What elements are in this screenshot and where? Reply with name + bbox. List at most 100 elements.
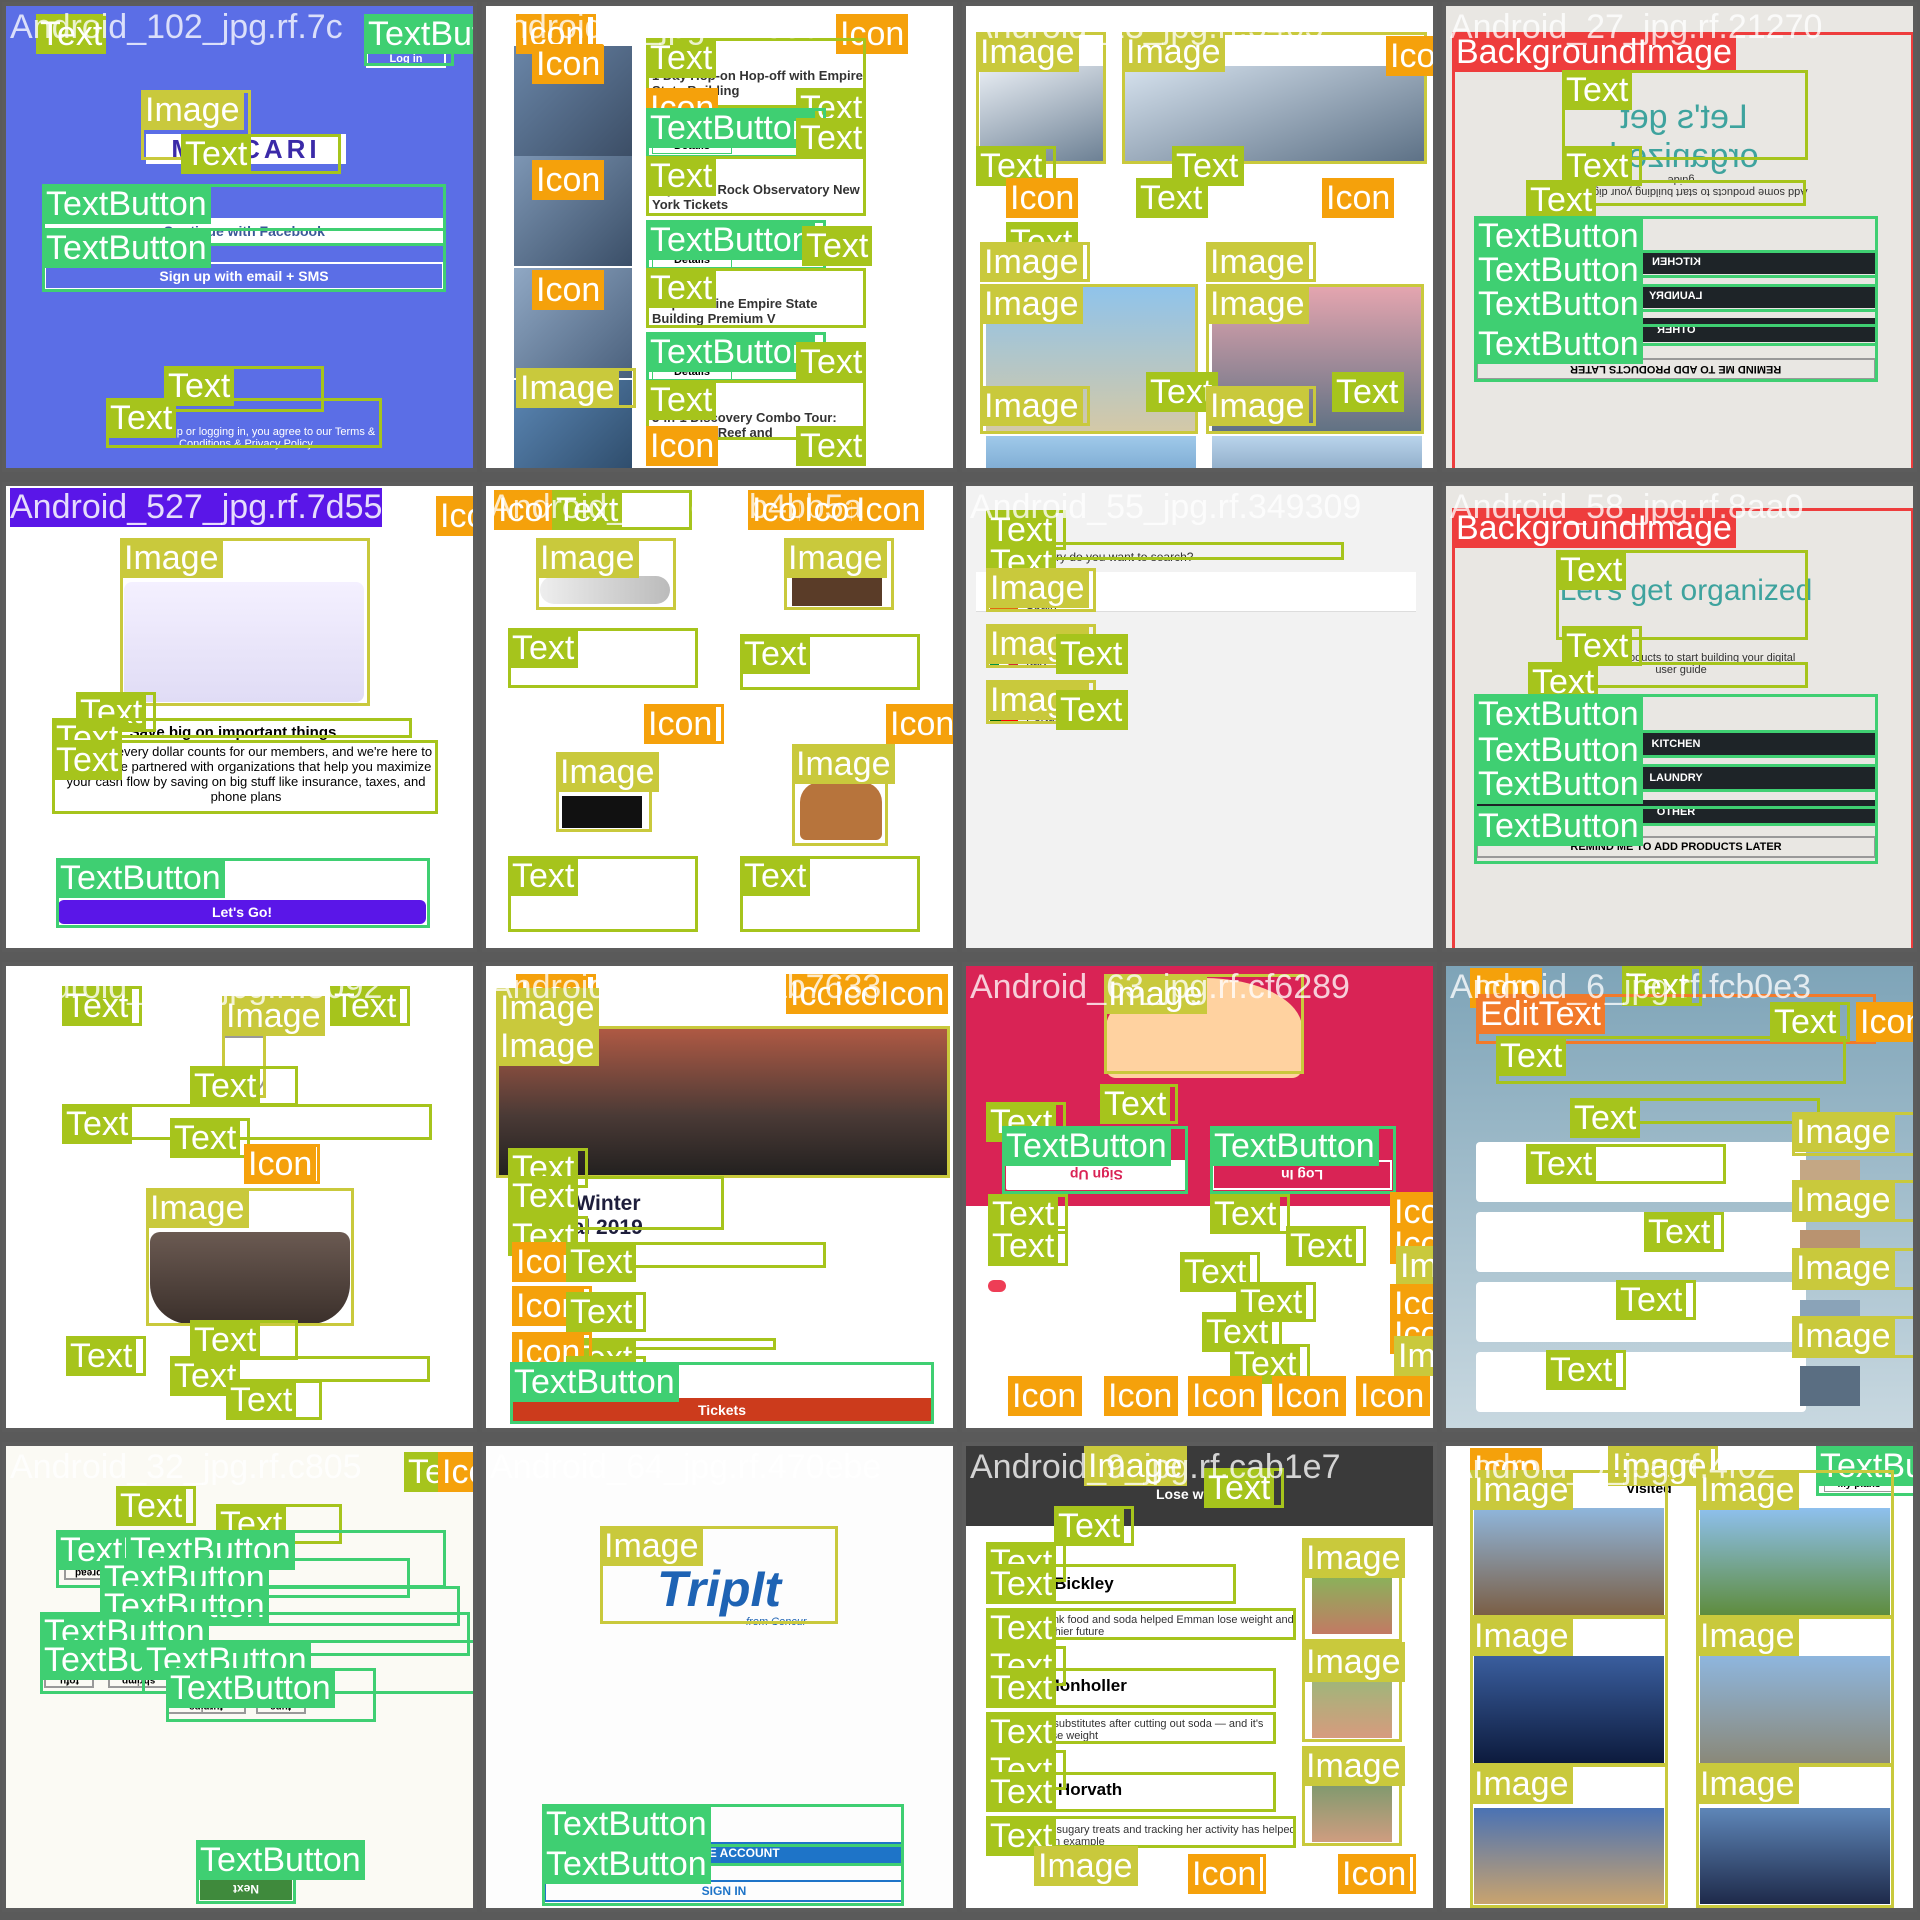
ann-text: Text [566,1242,826,1282]
ann-textbutton: TextButton [196,1840,365,1904]
ann-tag: Text [1496,1036,1567,1076]
ann-tag: TextButton [646,108,815,148]
ann-tag: Icon [886,704,953,744]
body-text: We know every dollar counts for our memb… [59,744,433,804]
tickets-button[interactable]: Tickets [512,1398,932,1422]
ann-tag: BackgroundImage [1452,32,1736,72]
ann-tag: Text [508,1176,579,1216]
tile-country-search: Android_55_jpg.rf.349309 Which country d… [962,482,1437,952]
ann-tag: Image [1104,974,1207,1014]
file-label: Android_5_jpg.rf.b4bb5a [490,488,863,526]
file-label: Android_55_jpg.rf.ab7633 [490,968,882,1006]
ann-image: Image [1206,386,1316,426]
city-photo [1212,436,1422,468]
ann-tag: Text [330,986,401,1026]
tile-tours-list: android_1_jpg.rf.4380 1 Day Hop-on Hop-o… [482,2,957,472]
ann-text: Text [508,628,698,688]
ann-tag: TextButton [196,1840,365,1880]
ann-icon: Icon [1008,1376,1082,1416]
ann-text: Text [190,1066,298,1106]
ann-tag: TextButton [1002,1126,1171,1166]
story-photo [1312,1784,1392,1842]
ann-tag: Text [52,740,123,780]
ann-text: Text [1210,1194,1290,1234]
ann-tag: Text [1570,1098,1641,1138]
ann-tag: TextButton [1474,250,1643,290]
ann-tag: Image [496,988,599,1028]
file-label: Android_9_jpg.rf.cab1e7 [970,1448,1341,1486]
ann-tag: Text [646,38,717,78]
tile-just-for-you: Android_5_jpg.rf.b4bb5a Just For You! Ic… [482,482,957,952]
ann-text: Text [986,1772,1276,1812]
ann-tag: Text [1562,70,1633,110]
tile-visited-places: Android_9_jpg.rf.4f62 Visited My plans I… [1442,1442,1917,1912]
file-label: Android_32_jpg.rf.c805 [10,1448,362,1486]
ann-tag: Image [141,90,244,130]
ann-background: BackgroundImage [1452,32,1913,468]
ann-textbutton: TextButton [1474,694,1878,758]
story-photo [1312,1576,1392,1634]
ann-tag: Image [980,242,1083,282]
ann-tag: Text [986,1608,1057,1648]
ann-tag: Text [66,1336,137,1376]
indicator-dot [988,1280,1006,1292]
ann-textbutton: TextButton [1474,730,1878,792]
ann-tag: Text [508,856,579,896]
ann-tag: TextButton [1210,1126,1379,1166]
ann-text: Text [1770,1002,1850,1042]
file-label: Android_55_jpg.rf.349309 [970,488,1362,526]
ann-textbutton: TextButton [42,228,446,292]
ann-text: Text [1496,1036,1846,1084]
ann-tag: Text [1056,634,1127,674]
ann-tag: Image [1302,1538,1405,1578]
next-button[interactable]: Next [200,1878,292,1900]
ann-tag: Text [986,1712,1057,1752]
ann-icon: Icon [438,1452,473,1492]
ann-tag: Text [1562,626,1633,666]
file-label: Android_6_jpg.rf.fcb0e3 [1450,968,1812,1006]
ann-icon: Icon [436,496,473,536]
ann-image: Image [120,538,370,706]
file-label: Android_64_jpg.rf.470ebe [490,1448,882,1486]
file-label: Android_58_jpg.rf.8aa0 [1450,488,1804,526]
story-photo [1312,1680,1392,1738]
ann-tag: Text [181,134,252,174]
ann-image: Image [792,744,895,846]
ann-textbutton: TextButton [1474,324,1878,382]
ann-icon: Icon [1188,1854,1266,1894]
ann-tag: Icon [836,14,909,54]
ann-text: Text [106,398,382,448]
ann-tag: Text [1136,178,1207,218]
ann-tag: TextButton [1474,694,1643,734]
ann-tag: Icon [1356,1376,1429,1416]
ann-image: Image [1792,1180,1913,1222]
ann-text: Text [986,1608,1296,1648]
ann-text: Text [1180,1252,1260,1292]
ann-text: Text [226,1380,322,1420]
listing-card[interactable] [1476,1352,1806,1412]
tile-organized-mirrored: Android_27_jpg.rf.21270 Let's get organi… [1442,2,1917,472]
ann-tag: Icon [876,974,949,1014]
ann-textbutton: TextButton [364,14,473,66]
lets-go-button[interactable]: Let's Go! [58,900,426,924]
ann-tag: TextButton [646,332,815,372]
listing-card[interactable] [1476,1212,1806,1272]
ann-image: Image [1084,1446,1187,1486]
ann-text: Text [116,1486,196,1526]
ann-icon: Icon [886,704,953,744]
ann-icon: Icon [1386,36,1433,76]
ann-icon: Icon [1322,178,1395,218]
ann-tag: Text [1146,372,1217,412]
ann-image: Image [1122,32,1427,164]
ann-tag: Image [1696,1616,1799,1656]
ann-text: Text [796,426,867,466]
ann-icon: Icon [644,704,724,744]
ann-text: Text [986,1816,1296,1856]
ann-text: Text [1644,1212,1724,1252]
ann-image: Image [1792,1112,1913,1156]
ann-tag: Image [784,538,887,578]
ann-tag: Image [1084,1446,1187,1486]
ann-tag: Text [552,490,623,530]
ann-tag: TextButton [1474,806,1643,846]
ann-tag: TextButton [1474,216,1643,256]
